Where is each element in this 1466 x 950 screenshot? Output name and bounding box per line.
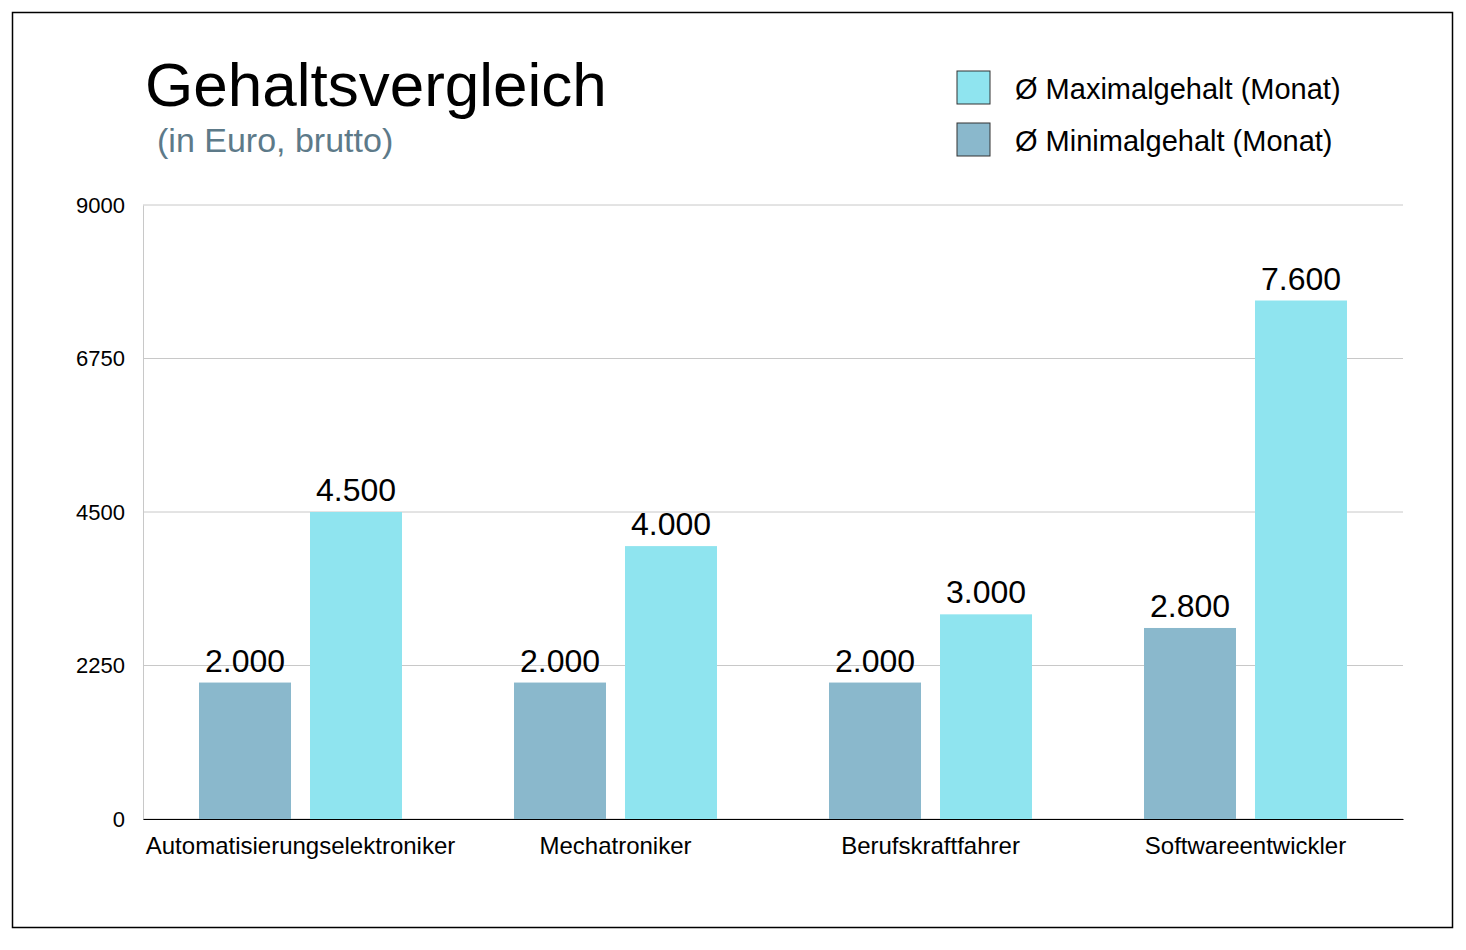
y-tick: 6750 <box>76 346 143 371</box>
data-label: 2.800 <box>1150 588 1230 624</box>
x-axis: Automatisierungselektroniker Mechatronike… <box>144 819 1404 859</box>
data-labels: 2.000 2.000 2.000 2.800 4.500 4.000 3.000 7.600 <box>205 261 1341 679</box>
chart: Gehaltsvergleich(in Euro, brutto) 0 2250 45… <box>0 0 1466 950</box>
bar <box>1144 628 1236 819</box>
y-tick-label: 0 <box>113 807 125 832</box>
legend-label: Ø Maximalgehalt (Monat) <box>1015 73 1341 105</box>
grid-line <box>143 358 1403 359</box>
data-label: 4.500 <box>316 472 396 508</box>
y-tick-label: 6750 <box>76 346 125 371</box>
bar <box>829 683 921 819</box>
legend: Ø Maximalgehalt (Monat) Ø Minimalgehalt (… <box>957 71 1341 157</box>
x-tick-label: Berufskraftfahrer <box>841 832 1020 859</box>
y-tick-label: 9000 <box>76 193 125 218</box>
y-tick-label: 4500 <box>76 500 125 525</box>
y-tick-label: 2250 <box>76 653 125 678</box>
x-tick: Mechatroniker <box>539 819 691 859</box>
frame <box>13 13 1453 928</box>
subtitle: (in Euro, brutto) <box>157 121 393 159</box>
bar <box>514 683 606 819</box>
y-axis: 0 2250 4500 6750 9000 <box>76 193 143 832</box>
x-tick: Berufskraftfahrer <box>841 819 1020 859</box>
grid <box>143 205 1403 819</box>
legend-swatch <box>957 123 990 156</box>
data-label: 7.600 <box>1261 261 1341 297</box>
data-label: 2.000 <box>205 643 285 679</box>
data-label: 3.000 <box>946 574 1026 610</box>
y-tick: 2250 <box>76 653 143 678</box>
legend-swatch <box>957 71 990 104</box>
x-tick-label: Automatisierungselektroniker <box>146 832 455 859</box>
legend-label: Ø Minimalgehalt (Monat) <box>1015 125 1333 157</box>
x-tick-label: Softwareentwickler <box>1145 832 1346 859</box>
grid-line <box>143 205 1403 206</box>
title: Gehaltsvergleich <box>145 50 607 119</box>
y-tick: 4500 <box>76 500 143 525</box>
y-tick: 9000 <box>76 193 143 218</box>
bar <box>199 683 291 819</box>
y-tick: 0 <box>113 807 143 832</box>
x-axis-line <box>144 819 1404 820</box>
y-axis-line <box>143 206 144 820</box>
bar <box>625 546 717 819</box>
bars <box>199 301 1347 819</box>
x-tick: Softwareentwickler <box>1145 819 1346 859</box>
data-label: 2.000 <box>520 643 600 679</box>
bar <box>1255 301 1347 819</box>
data-label: 2.000 <box>835 643 915 679</box>
data-label: 4.000 <box>631 506 711 542</box>
x-tick: Automatisierungselektroniker <box>146 819 455 859</box>
bar <box>310 512 402 819</box>
bar <box>940 614 1032 819</box>
x-tick-label: Mechatroniker <box>539 832 691 859</box>
